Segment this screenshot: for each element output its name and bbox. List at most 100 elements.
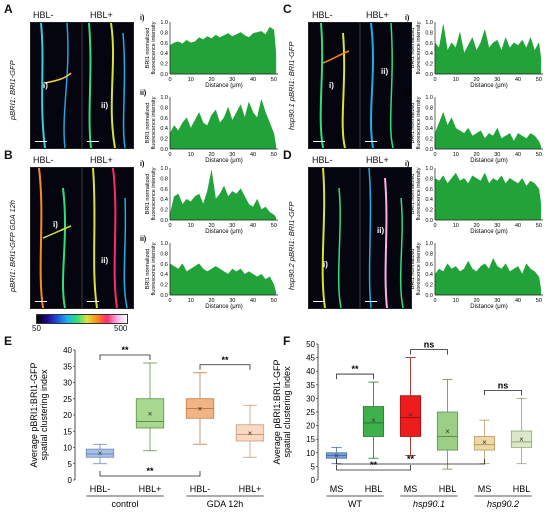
y-axis-label: BRI1 normalizedfluorescence intensity (145, 96, 157, 149)
profile-area (169, 26, 277, 75)
x-tick-label: 20 (208, 298, 214, 304)
x-tick-label: 10 (453, 223, 459, 229)
colorbar-min-label: 50 (32, 324, 41, 333)
y-axis-label: BRI1 normalizedfluorescence intensity (145, 242, 157, 295)
roi-label-ii: ii) (377, 226, 385, 235)
y-axis-label-line: fluorescence intensity (416, 167, 422, 220)
y-tick-label: 0.4 (425, 51, 433, 57)
subplot-label: ii) (405, 90, 411, 97)
roi-label-ii: ii) (101, 256, 109, 265)
x-tick-label: 10 (188, 298, 194, 304)
scale-bar (365, 300, 377, 302)
x-tick-label: 40 (515, 77, 521, 83)
subplot-label: ii) (140, 90, 146, 97)
x-tick-label: 30 (229, 223, 235, 229)
y-tick-label: 30 (63, 379, 72, 388)
y-tick-label: 0.6 (425, 41, 433, 47)
x-tick-label: 20 (208, 223, 214, 229)
y-tick-label: 0.6 (160, 41, 168, 47)
profile-area (434, 111, 542, 150)
x-tick-label: 40 (515, 223, 521, 229)
y-axis-label-line: BRI1 normalized (410, 174, 416, 215)
x-tick-label: 30 (494, 77, 500, 83)
significance-bracket (99, 354, 151, 360)
y-axis-label: BRI1 normalizedfluorescence intensity (410, 242, 422, 295)
y-axis-label: BRI1 normalizedfluorescence intensity (410, 96, 422, 149)
x-tick-label: 0 (433, 152, 436, 158)
x-tick-label: 30 (229, 152, 235, 158)
significance-label: ** (121, 345, 129, 355)
y-tick-label: 0.8 (160, 251, 168, 257)
y-axis-label-line: spatial clustering index (39, 369, 49, 461)
mean-marker: × (334, 452, 339, 461)
x-tick-label: 30 (229, 77, 235, 83)
intensity-colorbar (36, 314, 128, 324)
y-axis-label: BRI1 normalizedfluorescence intensity (145, 21, 157, 74)
y-axis-label: BRI1 normalizedfluorescence intensity (410, 167, 422, 220)
box (85, 448, 115, 458)
x-tick-label: 20 (473, 77, 479, 83)
micrograph-hbl-minus: i) (308, 167, 360, 309)
y-axis-label-line: fluorescence intensity (151, 21, 157, 74)
y-tick-label: 15 (306, 435, 315, 444)
y-axis-label-line: BRI1 normalized (145, 174, 151, 215)
mean-marker: × (98, 449, 103, 458)
y-axis-label-line: fluorescence intensity (151, 96, 157, 149)
y-tick-label: 0.2 (160, 208, 168, 214)
group-label: WT (348, 499, 362, 509)
roi-label-ii: ii) (101, 101, 109, 110)
x-tick-label: 40 (515, 298, 521, 304)
x-tick-label: 40 (250, 152, 256, 158)
category-label: HBL- (90, 484, 111, 494)
y-tick-label: 25 (306, 408, 315, 417)
panel-label-c: C (283, 2, 292, 16)
y-tick-label: 0 (311, 476, 316, 485)
group-label: hsp90.1 (413, 499, 445, 509)
x-axis-label: Distance (μm) (470, 304, 507, 310)
mean-marker: × (519, 435, 524, 444)
y-tick-label: 0.8 (425, 176, 433, 182)
x-tick-label: 20 (208, 77, 214, 83)
y-axis-label-line: spatial clustering index (282, 366, 292, 458)
y-tick-label: 0.0 (425, 218, 433, 224)
panel-label-a: A (4, 2, 13, 16)
scale-bar (35, 140, 47, 142)
x-tick-label: 50 (271, 223, 277, 229)
significance-bracket (336, 459, 485, 465)
panel-label-d: D (283, 148, 292, 162)
category-label: HBL (365, 484, 383, 494)
x-tick-label: 50 (271, 77, 277, 83)
panel-label-b: B (4, 148, 13, 162)
x-tick-label: 10 (453, 77, 459, 83)
y-tick-label: 10 (306, 449, 315, 458)
y-tick-label: 5 (68, 460, 73, 469)
y-axis-label: Average pBRI1:BRI1-GFPspatial clustering… (29, 363, 49, 468)
y-axis-label-line: BRI1 normalized (410, 103, 416, 144)
profile-area (169, 98, 277, 150)
box (473, 436, 496, 451)
y-tick-label: 0.4 (425, 197, 433, 203)
y-tick-label: 0.4 (160, 272, 168, 278)
y-tick-label: 0.2 (160, 283, 168, 289)
colorbar-max-label: 500 (114, 324, 128, 333)
y-tick-label: 35 (306, 381, 315, 390)
x-tick-label: 50 (536, 223, 542, 229)
y-tick-label: 0.8 (425, 251, 433, 257)
y-tick-label: 0.6 (160, 262, 168, 268)
significance-label: ** (370, 460, 378, 470)
roi-label-i: i) (329, 81, 334, 90)
y-axis-label-line: Average pBRI1:BRI1-GFP (272, 360, 282, 465)
y-tick-label: 1.0 (160, 166, 168, 172)
hbl-plus-label: HBL+ (366, 10, 389, 20)
mean-marker: × (445, 427, 450, 436)
subplot-label: i) (140, 161, 144, 168)
x-tick-label: 50 (536, 152, 542, 158)
y-tick-label: 1.0 (425, 95, 433, 101)
y-tick-label: 0.8 (425, 105, 433, 111)
y-axis-label: BRI1 normalizedfluorescence intensity (410, 21, 422, 74)
x-tick-label: 50 (271, 152, 277, 158)
hbl-minus-label: HBL- (33, 10, 54, 20)
x-tick-label: 50 (536, 298, 542, 304)
y-tick-label: 20 (63, 411, 72, 420)
y-tick-label: 45 (306, 354, 315, 363)
